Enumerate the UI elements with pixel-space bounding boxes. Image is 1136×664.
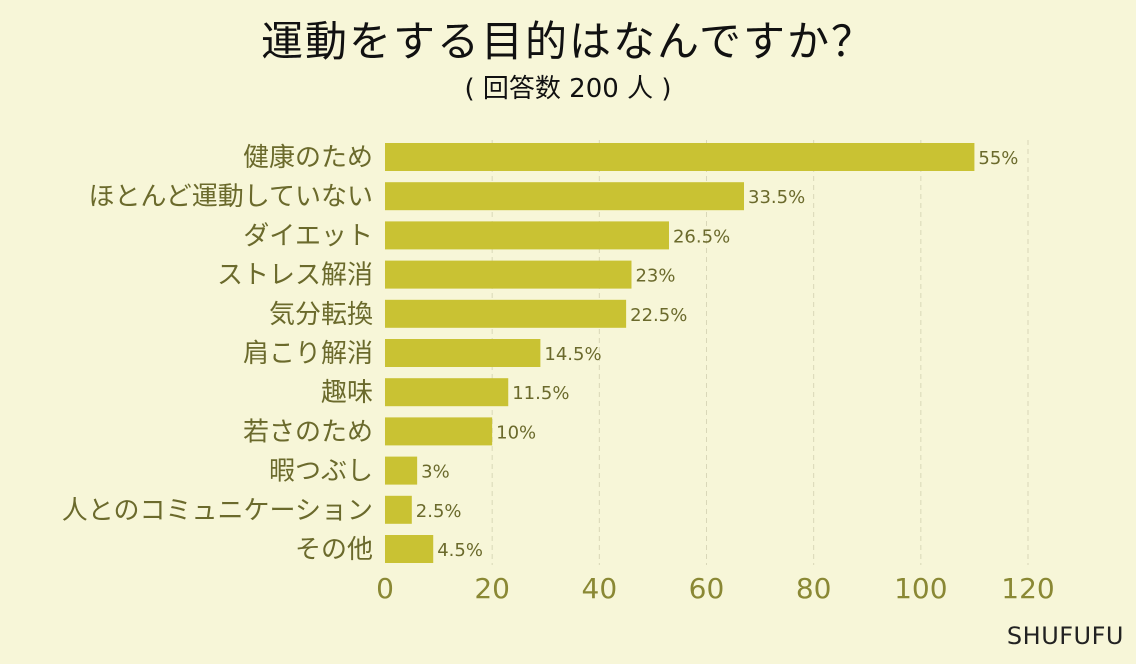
value-label: 10% [496, 422, 536, 443]
value-label: 14.5% [544, 344, 601, 365]
value-label: 11.5% [512, 383, 569, 404]
value-label: 4.5% [437, 540, 483, 561]
x-tick-label: 40 [582, 572, 618, 605]
value-label: 26.5% [673, 226, 730, 247]
x-tick-label: 20 [474, 572, 510, 605]
bar [385, 221, 669, 250]
bar [385, 299, 627, 328]
category-label: 若さのため [243, 417, 373, 447]
bar [385, 182, 745, 211]
bar [385, 143, 975, 171]
category-label: 趣味 [321, 378, 373, 408]
value-label: 33.5% [748, 187, 805, 208]
brand-logo: SHUFUFU [1006, 622, 1124, 650]
bar [385, 417, 493, 446]
bar [385, 535, 434, 563]
category-label: 暇つぶし [269, 457, 373, 487]
x-tick-label: 100 [894, 572, 947, 605]
value-label: 23% [635, 266, 675, 287]
category-label: 人とのコミュニケーション [62, 496, 373, 526]
value-label: 2.5% [416, 501, 462, 522]
value-label: 3% [421, 462, 450, 483]
x-tick-label: 60 [689, 572, 725, 605]
bar [385, 339, 541, 367]
category-label: その他 [295, 535, 373, 565]
bar [385, 260, 632, 289]
category-label: 気分転換 [269, 300, 373, 330]
bar [385, 378, 509, 407]
category-label: ほとんど運動していない [89, 182, 373, 212]
value-label: 55% [978, 148, 1018, 169]
category-label: 肩こり解消 [243, 339, 373, 369]
chart-title: 運動をする目的はなんですか？ [261, 17, 875, 66]
value-label: 22.5% [630, 305, 687, 326]
x-tick-label: 0 [376, 572, 394, 605]
category-label: ストレス解消 [217, 261, 373, 291]
bar [385, 495, 412, 524]
category-label: ダイエット [243, 221, 373, 251]
x-tick-label: 120 [1001, 572, 1054, 605]
bar [385, 456, 418, 485]
chart-subtitle: ( 回答数 200 人 ) [464, 74, 672, 104]
x-tick-label: 80 [796, 572, 832, 605]
category-label: 健康のため [243, 143, 373, 173]
